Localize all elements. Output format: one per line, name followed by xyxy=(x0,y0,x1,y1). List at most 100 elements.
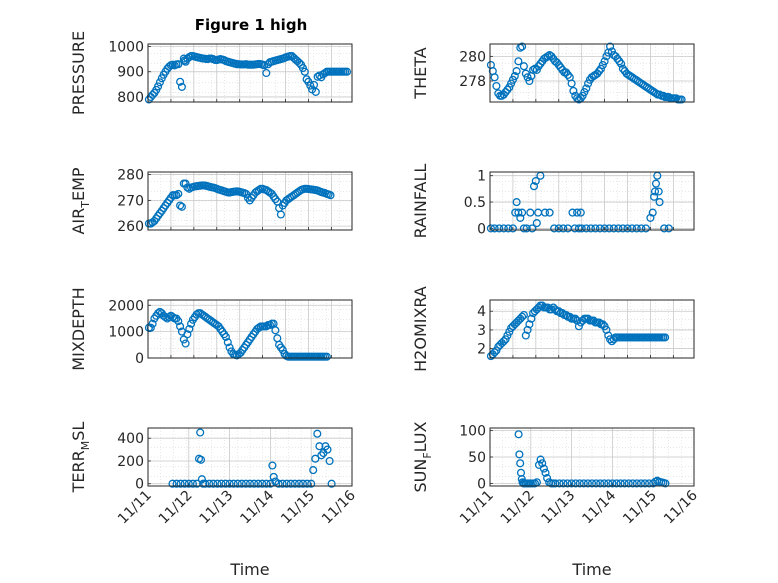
data-point xyxy=(567,79,576,88)
y-ticks: 0 1000 2000 xyxy=(108,298,151,367)
minor-grid xyxy=(490,172,694,230)
data-point xyxy=(510,72,519,81)
data-point xyxy=(205,479,214,488)
data-point xyxy=(519,224,528,233)
data-point xyxy=(550,224,559,233)
y-tick-label: 270 xyxy=(117,193,144,209)
axis-box xyxy=(147,427,353,487)
data-point xyxy=(592,479,601,488)
data-point xyxy=(518,42,527,51)
data-point xyxy=(501,335,510,344)
data-point xyxy=(492,81,501,91)
y-tick-label: 260 xyxy=(117,219,144,235)
data-point xyxy=(306,81,315,90)
data-point xyxy=(600,57,609,66)
data-point xyxy=(575,479,584,488)
data-point xyxy=(221,332,230,341)
data-point xyxy=(595,224,605,233)
axis-box xyxy=(147,299,353,359)
data-point xyxy=(317,451,326,460)
data-point xyxy=(254,479,263,488)
data-point xyxy=(177,202,186,211)
data-point xyxy=(628,479,637,488)
axis-box xyxy=(489,171,695,231)
data-point xyxy=(529,182,539,191)
data-point xyxy=(148,319,157,328)
y-ticks: 278 280 xyxy=(459,49,493,90)
data-point xyxy=(559,224,568,233)
data-point xyxy=(608,479,617,488)
data-point xyxy=(155,78,164,87)
data-points xyxy=(486,42,686,104)
axis-box xyxy=(147,43,353,103)
data-point xyxy=(648,208,657,217)
data-point xyxy=(512,67,521,76)
data-point xyxy=(586,224,595,233)
data-point xyxy=(604,331,613,340)
data-point xyxy=(526,208,535,217)
y-tick-label: 50 xyxy=(468,450,486,466)
data-point xyxy=(522,224,531,233)
data-point xyxy=(551,479,560,488)
y-tick-label: 0 xyxy=(135,351,144,367)
y-axis-label-part: AIR xyxy=(69,208,88,235)
data-point xyxy=(516,459,525,468)
data-point xyxy=(172,479,181,488)
data-point xyxy=(325,456,334,466)
data-point xyxy=(495,224,504,233)
data-point xyxy=(486,224,495,233)
data-point xyxy=(313,429,322,438)
data-point xyxy=(274,479,283,488)
data-point xyxy=(677,95,686,104)
data-point xyxy=(174,60,183,69)
data-point xyxy=(606,42,615,51)
data-points xyxy=(486,171,673,233)
y-axis-label: PRESSURE xyxy=(69,31,88,115)
data-point xyxy=(165,313,174,322)
data-point xyxy=(655,198,664,207)
data-point xyxy=(519,310,528,320)
data-points xyxy=(486,301,670,361)
data-point xyxy=(241,479,250,488)
data-point xyxy=(616,479,625,488)
data-point xyxy=(276,210,285,219)
data-point xyxy=(262,68,271,78)
data-point xyxy=(600,224,609,233)
data-point xyxy=(569,86,578,95)
data-point xyxy=(181,339,190,348)
y-axis-label-subscript: T xyxy=(79,201,92,209)
y-axis-label: SUNFLUX xyxy=(411,421,434,492)
data-point xyxy=(654,187,663,196)
data-point xyxy=(650,192,659,201)
data-point xyxy=(290,479,299,488)
data-point xyxy=(326,191,335,200)
figure-title: Figure 1 high xyxy=(195,16,308,34)
y-axis-label-part: SL xyxy=(69,422,88,441)
y-axis-label-part: SUN xyxy=(411,459,430,493)
data-point xyxy=(538,459,547,468)
data-point xyxy=(201,479,210,488)
data-point xyxy=(612,479,621,488)
y-axis-label-subscript: M xyxy=(79,441,92,451)
data-point xyxy=(174,317,183,326)
data-point xyxy=(490,73,499,82)
data-point xyxy=(174,189,183,198)
data-point xyxy=(146,323,155,332)
data-point xyxy=(539,464,548,473)
y-axis-label-part: TERR xyxy=(69,450,88,493)
data-point xyxy=(519,62,528,71)
data-point xyxy=(245,479,255,488)
y-tick-label: 0.5 xyxy=(464,195,486,211)
data-point xyxy=(294,479,304,488)
data-point xyxy=(555,479,564,488)
y-tick-label: 3 xyxy=(477,323,486,339)
data-point xyxy=(262,479,271,488)
y-ticks: 0 50 100 xyxy=(459,424,493,492)
y-tick-label: 400 xyxy=(117,431,144,447)
data-points xyxy=(144,52,352,104)
axis-box xyxy=(147,171,353,231)
data-point xyxy=(265,320,274,330)
data-point xyxy=(192,479,202,488)
